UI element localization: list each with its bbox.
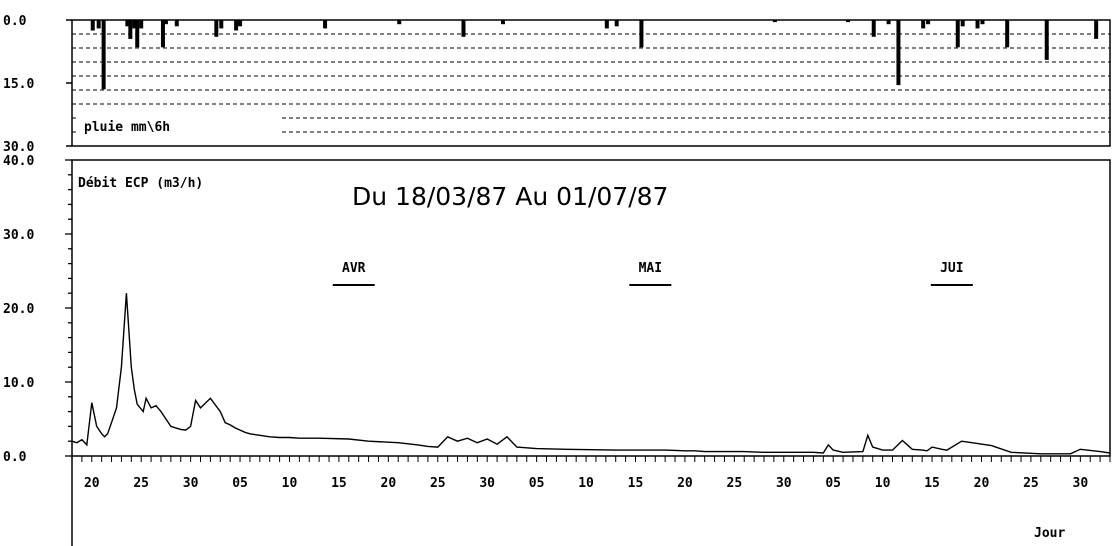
rain-bar <box>1044 20 1049 60</box>
flow-x-tick-label: 30 <box>479 476 495 491</box>
rain-y-tick-label: 15.0 <box>3 77 34 92</box>
rain-panel: 0.0 15.0 30.0 pluie mm\6h <box>3 14 1111 155</box>
flow-x-tick-label: 10 <box>578 476 594 491</box>
rain-y-tick-label: 30.0 <box>3 140 34 155</box>
flow-x-tick-label: 10 <box>875 476 891 491</box>
rain-bar <box>214 20 219 37</box>
flow-x-tick-label: 05 <box>529 476 545 491</box>
rain-bar <box>238 20 243 27</box>
rain-bar <box>955 20 960 48</box>
rain-bar <box>90 20 95 31</box>
flow-x-tick-label: 20 <box>677 476 693 491</box>
month-label: JUI <box>940 261 963 276</box>
rain-bar <box>975 20 980 29</box>
rain-bar <box>772 20 777 23</box>
flow-panel: 0.0 10.0 20.0 30.0 40.0 20 25 30 05 10 15 20 25 30 05… <box>3 154 1111 546</box>
flow-label: Débit ECP (m3/h) <box>78 176 203 191</box>
flow-x-tick-label: 25 <box>133 476 149 491</box>
rain-y-axis: 0.0 15.0 30.0 <box>3 14 72 155</box>
rain-bar <box>323 20 328 29</box>
flow-y-tick-label: 30.0 <box>3 228 34 243</box>
flow-x-tick-label: 20 <box>974 476 990 491</box>
rain-bar <box>128 20 133 39</box>
rain-bar <box>397 20 402 25</box>
rain-bar <box>1005 20 1010 48</box>
flow-x-tick-label: 20 <box>84 476 100 491</box>
rain-bar <box>960 20 965 27</box>
flow-x-tick-label: 20 <box>381 476 397 491</box>
rain-bar <box>174 20 179 27</box>
rain-bar <box>921 20 926 29</box>
rain-bar <box>461 20 466 37</box>
rain-bar <box>926 20 931 25</box>
rain-bar <box>139 20 144 29</box>
flow-x-tick-label: 15 <box>331 476 347 491</box>
rain-bar <box>132 20 137 29</box>
rain-bar <box>614 20 619 27</box>
flow-y-tick-label: 40.0 <box>3 154 34 169</box>
rain-bar <box>871 20 876 37</box>
flow-x-tick-label: 05 <box>232 476 248 491</box>
rain-bar <box>886 20 891 25</box>
rain-bar <box>135 20 140 48</box>
rain-label: pluie mm\6h <box>84 120 170 135</box>
flow-x-tick-label: 30 <box>183 476 199 491</box>
flow-x-tick-label: 15 <box>924 476 940 491</box>
rain-bar <box>234 20 239 31</box>
flow-x-tick-label: 15 <box>628 476 644 491</box>
flow-x-tick-label: 10 <box>282 476 298 491</box>
rain-bar <box>125 20 130 27</box>
rain-bars <box>90 20 1099 90</box>
month-labels: AVR MAI JUI <box>332 261 973 286</box>
rain-bar <box>160 20 165 48</box>
rain-grid <box>72 33 1110 133</box>
rain-bar <box>1094 20 1099 39</box>
rain-bar <box>980 20 985 25</box>
month-label: MAI <box>639 261 662 276</box>
flow-y-tick-label: 20.0 <box>3 302 34 317</box>
x-axis-label: Jour <box>1034 526 1065 541</box>
rain-bar <box>163 20 168 25</box>
flow-x-axis: 20 25 30 05 10 15 20 25 30 05 10 15 20 25 30 05 10 15 20 25… <box>71 456 1111 491</box>
flow-x-tick-label: 30 <box>776 476 792 491</box>
rain-bar <box>219 20 224 29</box>
flow-x-tick-label: 30 <box>1073 476 1089 491</box>
rain-bar <box>501 20 506 25</box>
rain-bar <box>604 20 609 29</box>
flow-y-tick-label: 10.0 <box>3 376 34 391</box>
flow-x-tick-label: 25 <box>1023 476 1039 491</box>
rain-bar <box>846 20 851 23</box>
rain-bar <box>101 20 106 90</box>
flow-series-line <box>71 293 1111 455</box>
flow-x-tick-label: 25 <box>727 476 743 491</box>
rain-y-tick-label: 0.0 <box>3 14 27 29</box>
flow-x-tick-label: 25 <box>430 476 446 491</box>
month-label: AVR <box>342 261 366 276</box>
rain-bar <box>96 20 101 29</box>
flow-y-axis: 0.0 10.0 20.0 30.0 40.0 <box>3 154 72 465</box>
rain-label-bg <box>79 116 279 136</box>
rain-bar <box>896 20 901 86</box>
rain-bar <box>639 20 644 48</box>
flow-y-tick-label: 0.0 <box>3 450 27 465</box>
chart-title: Du 18/03/87 Au 01/07/87 <box>352 182 668 211</box>
flow-x-tick-label: 05 <box>825 476 841 491</box>
